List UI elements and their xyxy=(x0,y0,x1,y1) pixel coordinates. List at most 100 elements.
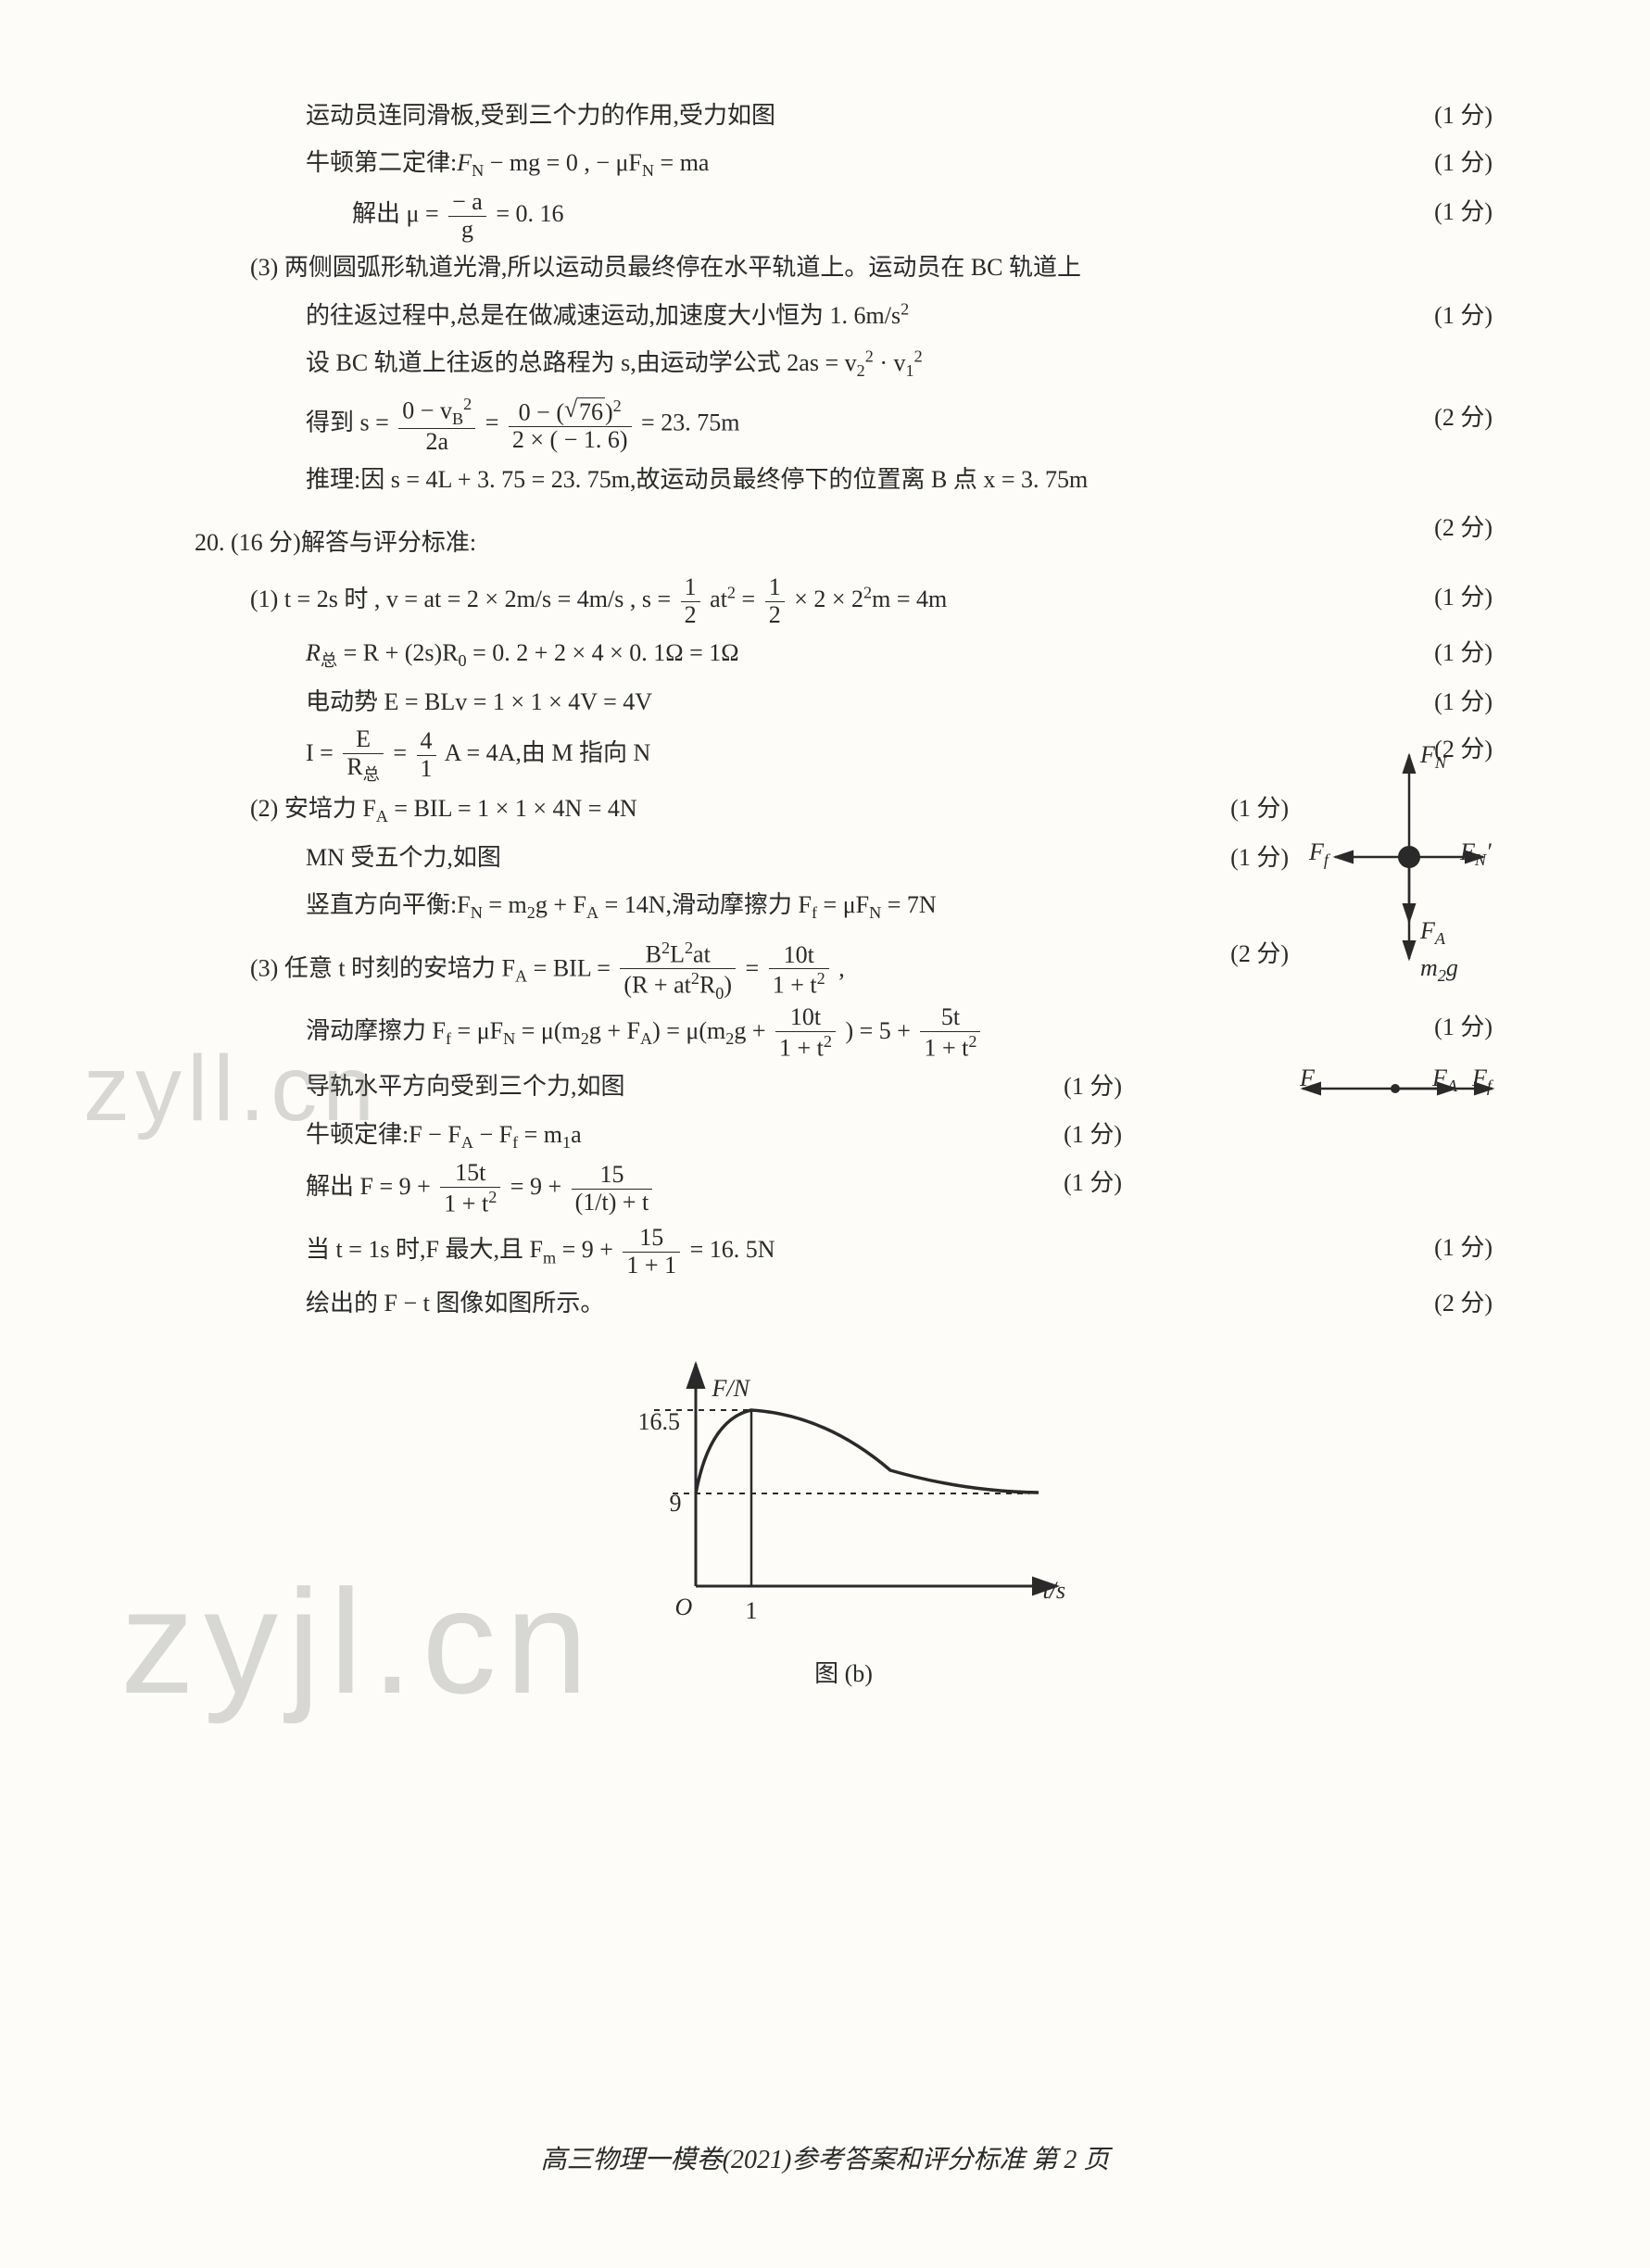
text: = 7N xyxy=(881,891,936,918)
text: = μ(m xyxy=(515,1017,580,1044)
text: = 9 + xyxy=(556,1236,619,1263)
score: (1 分) xyxy=(1064,1112,1122,1157)
score: (1 分) xyxy=(1434,189,1493,234)
denominator: 2a xyxy=(398,429,475,456)
sub: 2 xyxy=(857,361,865,380)
text: (3) 两侧圆弧形轨道光滑,所以运动员最终停在水平轨道上。运动员在 BC 轨道上 xyxy=(250,254,1081,281)
numerator: E xyxy=(343,726,384,754)
text: = xyxy=(746,955,765,982)
text: g + F xyxy=(535,891,586,918)
fraction: B2L2at (R + at2R0) xyxy=(620,939,736,1002)
fraction: 0 − (76)2 2 × ( − 1. 6) xyxy=(509,397,632,454)
text: = m xyxy=(483,891,527,918)
score: (1 分) xyxy=(1434,679,1493,724)
watermark: zyjl.cn xyxy=(120,1501,598,1783)
text: − F xyxy=(473,1121,512,1148)
label-ff: Ff xyxy=(1309,829,1329,876)
q20-p2: (2) 安培力 FA = BIL = 1 × 1 × 4N = 4N (1 分) xyxy=(195,786,1493,833)
text: I = xyxy=(306,739,339,766)
fraction: 10t 1 + t2 xyxy=(769,942,829,1000)
q20-line: 当 t = 1s 时,F 最大,且 Fm = 9 + 151 + 1 = 16.… xyxy=(195,1225,1493,1279)
score: (1 分) xyxy=(1434,1225,1493,1270)
ft-chart: F/N t/s 16.5 9 1 O 图 (b) xyxy=(585,1345,1103,1697)
force-diagram-1: FN Ff FN′ FA m2g xyxy=(1316,737,1502,977)
text: at xyxy=(710,586,727,612)
text: = μF xyxy=(817,891,869,918)
q20-line: 竖直方向平衡:FN = m2g + FA = 14N,滑动摩擦力 Ff = μF… xyxy=(195,882,1493,929)
fraction: 12 xyxy=(681,574,700,628)
q19-line: 解出 μ = − a g = 0. 16 (1 分) xyxy=(195,189,1493,243)
label-fnp: FN′ xyxy=(1460,829,1492,876)
text: ) = 5 + xyxy=(845,1017,916,1044)
q19-line: 推理:因 s = 4L + 3. 75 = 23. 75m,故运动员最终停下的位… xyxy=(195,457,1493,502)
numerator: 0 − (76)2 xyxy=(509,397,632,427)
text: = m xyxy=(518,1121,562,1148)
text: = R + (2s)R xyxy=(337,639,458,666)
text: = 16. 5N xyxy=(690,1236,775,1263)
text: A = 4A,由 M 指向 N xyxy=(445,739,651,766)
text: = xyxy=(393,739,412,766)
page-content: 运动员连同滑板,受到三个力的作用,受力如图 (1 分) 牛顿第二定律:FN − … xyxy=(195,93,1493,1697)
label-f: F xyxy=(1300,1055,1315,1101)
text: · v xyxy=(874,349,906,376)
ytick: 9 xyxy=(670,1480,682,1526)
text: (3) 任意 t 时刻的安培力 F xyxy=(250,955,515,982)
fraction: 0 − vB2 2a xyxy=(398,395,475,455)
denominator: 2 × ( − 1. 6) xyxy=(509,427,632,454)
text: 电动势 E = BLv = 1 × 1 × 4V = 4V xyxy=(306,688,652,715)
score: (1 分) xyxy=(1434,630,1493,675)
score: (1 分) xyxy=(1434,1004,1493,1050)
force-diagram-2: F FA Ff xyxy=(1289,1070,1502,1107)
text: = 9 + xyxy=(510,1173,568,1200)
q19-p3: (3) 两侧圆弧形轨道光滑,所以运动员最终停在水平轨道上。运动员在 BC 轨道上 xyxy=(195,245,1493,290)
text: 当 t = 1s 时,F 最大,且 F xyxy=(306,1236,543,1263)
text: 解出 μ = xyxy=(352,200,445,227)
fraction: 5t1 + t2 xyxy=(920,1004,980,1062)
fraction: 10t1 + t2 xyxy=(775,1004,836,1062)
chart-caption: 图 (b) xyxy=(585,1651,1103,1696)
text: 绘出的 F − t 图像如图所示。 xyxy=(306,1290,604,1317)
sup: 2 xyxy=(865,346,874,365)
text: 解出 F = 9 + xyxy=(306,1173,436,1200)
q20-line: I = E R总 = 41 A = 4A,由 M 指向 N (2 分) xyxy=(195,726,1493,784)
text: = xyxy=(485,410,505,436)
fraction: 41 xyxy=(417,728,436,782)
text: g + F xyxy=(589,1017,640,1044)
var: F xyxy=(457,149,472,176)
fraction: 15(1/t) + t xyxy=(572,1162,653,1216)
q20-line: R总 = R + (2s)R0 = 0. 2 + 2 × 4 × 0. 1Ω =… xyxy=(195,630,1493,677)
q20-line: 滑动摩擦力 Ff = μFN = μ(m2g + FA) = μ(m2g + 1… xyxy=(195,1004,1493,1062)
sup: 2 xyxy=(914,346,923,365)
score: (1 分) xyxy=(1230,835,1289,880)
text: m = 4m xyxy=(872,586,947,612)
text: − mg = 0 , − μF xyxy=(484,149,642,176)
fraction: E R总 xyxy=(343,726,384,784)
var: R xyxy=(306,639,321,666)
text: = 0. 16 xyxy=(496,200,563,227)
q19-line: 牛顿第二定律:FN − mg = 0 , − μFN = ma (1 分) xyxy=(195,140,1493,187)
score: (2 分) xyxy=(1434,1280,1493,1326)
text: , xyxy=(838,955,845,982)
ylabel: F/N xyxy=(712,1366,749,1411)
q20-line: 解出 F = 9 + 15t1 + t2 = 9 + 15(1/t) + t (… xyxy=(195,1160,1493,1217)
q20-p1: (1) t = 2s 时 , v = at = 2 × 2m/s = 4m/s … xyxy=(195,574,1493,628)
q19-p3: 设 BC 轨道上往返的总路程为 s,由运动学公式 2as = v22 · v12 xyxy=(195,340,1493,387)
denominator: R总 xyxy=(343,754,384,784)
xtick: 1 xyxy=(746,1588,758,1633)
text: = 14N,滑动摩擦力 F xyxy=(598,891,812,918)
text: 竖直方向平衡:F xyxy=(306,891,471,918)
score: (1 分) xyxy=(1434,93,1493,138)
q19-line: 运动员连同滑板,受到三个力的作用,受力如图 (1 分) xyxy=(195,93,1493,138)
q19-p3: 的往返过程中,总是在做减速运动,加速度大小恒为 1. 6m/s2 (1 分) xyxy=(195,293,1493,338)
q20-line: 绘出的 F − t 图像如图所示。 (2 分) xyxy=(195,1280,1493,1326)
sub: 1 xyxy=(905,361,913,380)
label-fn: FN xyxy=(1420,732,1446,779)
fraction: 15t1 + t2 xyxy=(440,1160,500,1217)
q19-line: 得到 s = 0 − vB2 2a = 0 − (76)2 2 × ( − 1.… xyxy=(195,395,1493,455)
text: = 0. 2 + 2 × 4 × 0. 1Ω = 1Ω xyxy=(467,639,739,666)
text: (1) t = 2s 时 , v = at = 2 × 2m/s = 4m/s … xyxy=(250,586,677,612)
text: = μF xyxy=(451,1017,503,1044)
q20-line: MN 受五个力,如图 (1 分) xyxy=(195,835,1493,880)
text: = BIL = 1 × 1 × 4N = 4N xyxy=(388,795,637,822)
numerator: − a xyxy=(448,189,486,217)
